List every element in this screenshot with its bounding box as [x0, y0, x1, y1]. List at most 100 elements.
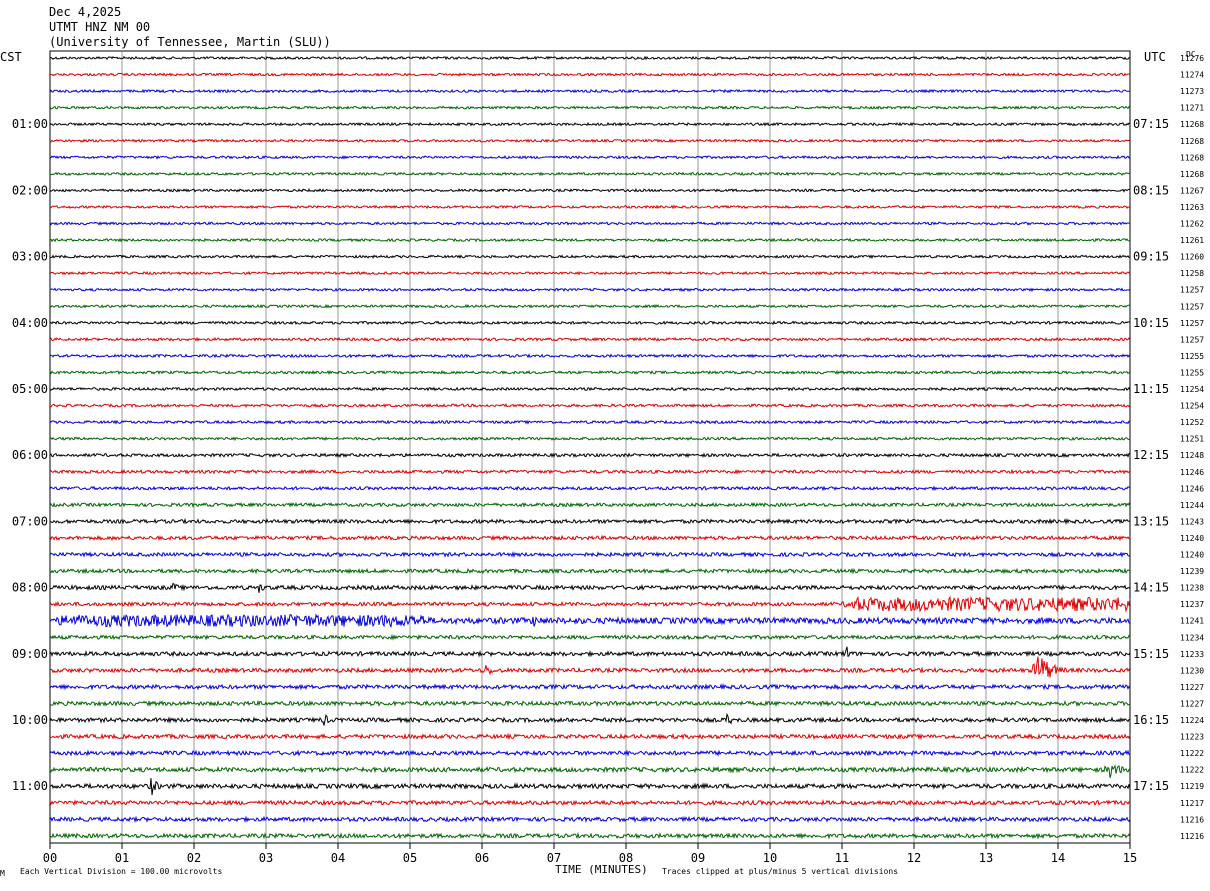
- right-hour-label: 12:15: [1133, 448, 1169, 462]
- right-hour-label: 13:15: [1133, 514, 1169, 528]
- dc-offset-label: 11257: [1180, 302, 1204, 311]
- seismic-trace: [49, 567, 1131, 575]
- left-hour-label: 02:00: [12, 183, 48, 197]
- x-tick-label: 03: [259, 851, 273, 865]
- dc-offset-label: 11276: [1180, 54, 1204, 63]
- x-tick-label: 11: [835, 851, 849, 865]
- dc-offset-label: 11244: [1180, 501, 1204, 510]
- left-timezone-label: CST: [0, 50, 22, 64]
- seismic-trace: [49, 732, 1131, 741]
- plot-frame: [49, 50, 1131, 844]
- x-tick-label: 10: [763, 851, 777, 865]
- right-hour-label: 09:15: [1133, 250, 1169, 264]
- dc-offset-label: 11257: [1180, 335, 1204, 344]
- x-tick-label: 01: [115, 851, 129, 865]
- seismic-trace: [49, 646, 1131, 658]
- left-hour-label: 03:00: [12, 250, 48, 264]
- left-time-labels: 01:00 02:00 03:00 04:00 05:00 06:00 07:00 08:00…: [12, 117, 48, 793]
- dc-offset-label: 11237: [1180, 600, 1204, 609]
- seismic-trace: [49, 831, 1131, 840]
- dc-offset-label: 11227: [1180, 683, 1204, 692]
- dc-offset-label: 11224: [1180, 716, 1204, 725]
- seismic-trace: [49, 105, 1131, 110]
- dc-offset-label: 11251: [1180, 435, 1204, 444]
- dc-offset-label: 11268: [1180, 120, 1204, 129]
- dc-offset-labels: 11276 11274 11273 11271 11268 11268 11268 11268…: [1180, 54, 1204, 841]
- dc-column-header: DC: [1186, 50, 1196, 59]
- left-hour-label: 04:00: [12, 316, 48, 330]
- dc-offset-label: 11255: [1180, 352, 1204, 361]
- dc-offset-label: 11216: [1180, 832, 1204, 841]
- dc-offset-label: 11222: [1180, 766, 1204, 775]
- x-axis-ticks: 00 01 02 03 04 05 06 07 08 09 10 11 12 13 14 15: [43, 843, 1137, 865]
- seismic-trace: [49, 204, 1131, 210]
- x-tick-label: 00: [43, 851, 57, 865]
- dc-offset-label: 11254: [1180, 385, 1204, 394]
- right-hour-label: 14:15: [1133, 581, 1169, 595]
- seismic-trace: [49, 656, 1131, 678]
- seismic-trace: [49, 154, 1131, 160]
- dc-offset-label: 11217: [1180, 799, 1204, 808]
- seismic-trace: [49, 270, 1131, 276]
- seismic-trace: [49, 403, 1131, 409]
- seismic-trace: [50, 517, 1131, 526]
- seismic-trace: [49, 683, 1131, 691]
- dc-offset-label: 11260: [1180, 253, 1204, 262]
- x-tick-label: 15: [1123, 851, 1137, 865]
- right-hour-label: 17:15: [1133, 779, 1169, 793]
- header-station: UTMT HNZ NM 00: [49, 20, 150, 34]
- seismic-trace: [49, 336, 1131, 342]
- x-tick-label: 04: [331, 851, 345, 865]
- left-hour-label: 08:00: [12, 581, 48, 595]
- plot-grid: [49, 50, 1131, 844]
- dc-offset-label: 11240: [1180, 534, 1204, 543]
- seismic-trace: [49, 138, 1131, 144]
- header-institution: (University of Tennessee, Martin (SLU)): [49, 35, 331, 49]
- right-hour-label: 15:15: [1133, 647, 1169, 661]
- right-hour-label: 07:15: [1133, 117, 1169, 131]
- dc-offset-label: 11261: [1180, 236, 1204, 245]
- dc-offset-label: 11223: [1180, 733, 1204, 742]
- x-tick-label: 02: [187, 851, 201, 865]
- seismic-trace: [49, 815, 1131, 824]
- right-hour-label: 16:15: [1133, 713, 1169, 727]
- seismic-trace: [50, 254, 1131, 260]
- seismic-trace: [49, 485, 1131, 492]
- seismic-trace: [49, 534, 1131, 542]
- left-hour-label: 11:00: [12, 779, 48, 793]
- dc-offset-label: 11233: [1180, 650, 1204, 659]
- seismic-trace: [49, 595, 1131, 613]
- seismic-trace: [49, 171, 1131, 177]
- x-tick-label: 07: [547, 851, 561, 865]
- seismic-trace: [49, 353, 1131, 359]
- left-hour-label: 10:00: [12, 713, 48, 727]
- dc-offset-label: 11262: [1180, 220, 1204, 229]
- right-time-labels: 07:15 08:15 09:15 10:15 11:15 12:15 13:15 14:15…: [1133, 117, 1169, 793]
- left-hour-label: 07:00: [12, 514, 48, 528]
- seismic-trace: [49, 613, 1131, 629]
- dc-offset-label: 11252: [1180, 418, 1204, 427]
- seismic-trace: [49, 582, 1131, 593]
- seismic-trace: [49, 88, 1131, 94]
- header-date: Dec 4,2025: [49, 5, 121, 19]
- dc-offset-label: 11263: [1180, 203, 1204, 212]
- right-hour-label: 10:15: [1133, 316, 1169, 330]
- dc-offset-label: 11241: [1180, 617, 1204, 626]
- seismic-trace: [49, 436, 1131, 442]
- dc-offset-label: 11219: [1180, 782, 1204, 791]
- dc-offset-label: 11271: [1180, 104, 1204, 113]
- left-hour-label: 09:00: [12, 647, 48, 661]
- dc-offset-label: 11267: [1180, 186, 1204, 195]
- x-tick-label: 09: [691, 851, 705, 865]
- seismic-trace: [49, 386, 1131, 392]
- x-tick-label: 05: [403, 851, 417, 865]
- seismic-trace: [49, 320, 1131, 326]
- seismic-trace: [49, 778, 1131, 796]
- seismic-trace: [49, 749, 1131, 757]
- left-hour-label: 06:00: [12, 448, 48, 462]
- dc-offset-label: 11254: [1180, 402, 1204, 411]
- right-timezone-label: UTC: [1144, 50, 1166, 64]
- seismic-trace: [49, 712, 1131, 726]
- seismic-trace: [49, 187, 1130, 193]
